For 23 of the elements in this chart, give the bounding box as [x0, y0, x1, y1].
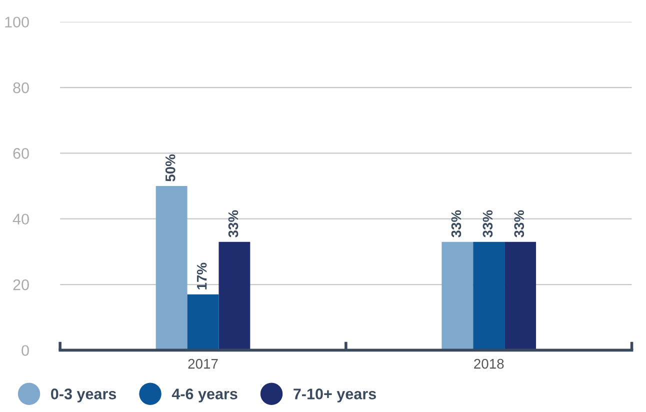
data-label: 33%: [514, 210, 524, 238]
bar: [156, 186, 188, 350]
y-tick-label: 40: [12, 214, 29, 225]
bar: [504, 242, 536, 350]
bar: [187, 294, 219, 350]
y-tick-label: 100: [5, 16, 29, 28]
data-label: 33%: [228, 210, 238, 238]
data-label: 50%: [165, 154, 176, 182]
bar: [473, 242, 505, 350]
legend-label: 0-3 years: [51, 388, 116, 402]
bar: [218, 242, 250, 350]
data-label: 17%: [196, 262, 207, 290]
data-label: 33%: [482, 210, 493, 238]
y-tick-label: 80: [13, 82, 29, 94]
y-tick-label: 20: [13, 279, 29, 290]
bar: [442, 242, 474, 350]
y-tick-label: 0: [22, 345, 29, 356]
y-tick-label: 60: [13, 148, 29, 159]
x-tick-label: 2018: [474, 358, 504, 369]
legend-label: 7-10+ years: [294, 388, 376, 402]
legend-label: 4-6 years: [172, 388, 238, 402]
data-label: 33%: [451, 210, 462, 238]
x-tick-label: 2017: [188, 358, 218, 369]
